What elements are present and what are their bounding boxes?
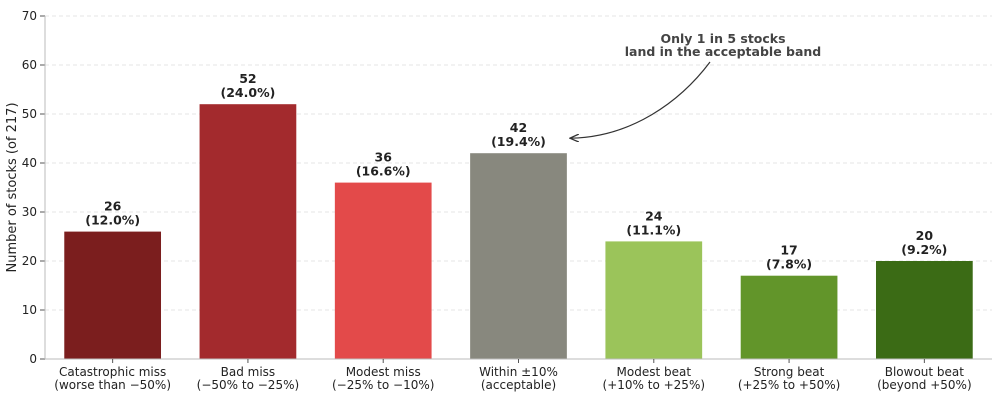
y-tick-label: 20 <box>22 254 37 268</box>
x-tick-label: (−25% to −10%) <box>332 378 435 392</box>
x-tick-label: (+10% to +25%) <box>603 378 706 392</box>
x-tick-label: (acceptable) <box>481 378 556 392</box>
bar-value-label: 20 <box>916 228 934 243</box>
y-tick-label: 0 <box>29 352 37 366</box>
bar-value-label: 42 <box>510 120 527 135</box>
data-labels: 26(12.0%) 52(24.0%) 36(16.6%) 42(19.4%) 24(1… <box>85 71 947 272</box>
y-tick-label: 50 <box>22 107 37 121</box>
bar-percent-label: (11.1%) <box>626 222 681 237</box>
y-tick-label: 60 <box>22 58 37 72</box>
bar-value-label: 26 <box>104 199 122 214</box>
bar <box>64 231 162 359</box>
annotation-text: Only 1 in 5 stocks <box>660 31 785 46</box>
bar-value-label: 17 <box>780 243 797 258</box>
bar-percent-label: (7.8%) <box>766 257 812 272</box>
bar-percent-label: (16.6%) <box>356 164 411 179</box>
bars <box>64 104 973 359</box>
bar <box>605 241 703 359</box>
annotation-arrow <box>571 61 711 138</box>
bar-value-label: 52 <box>239 71 256 86</box>
x-tick-label: Modest miss <box>346 365 421 379</box>
bar-percent-label: (19.4%) <box>491 134 546 149</box>
x-tick-label: Bad miss <box>221 365 276 379</box>
x-tick-label: Catastrophic miss <box>59 365 166 379</box>
x-tick-label: (+25% to +50%) <box>738 378 841 392</box>
bar <box>334 182 432 359</box>
y-tick-label: 40 <box>22 156 37 170</box>
bar-percent-label: (9.2%) <box>901 242 947 257</box>
axes: 0 10 20 30 40 50 60 70 Number of stocks (of 217)… <box>5 9 992 392</box>
y-tick-label: 70 <box>22 9 37 23</box>
y-tick-label: 30 <box>22 205 37 219</box>
bar-percent-label: (24.0%) <box>221 85 276 100</box>
bar <box>875 261 973 359</box>
y-tick-label: 10 <box>22 303 37 317</box>
x-tick-label: (−50% to −25%) <box>197 378 300 392</box>
bar-percent-label: (12.0%) <box>85 213 140 228</box>
x-tick-label: Strong beat <box>754 365 825 379</box>
x-tick-label: Within ±10% <box>479 365 558 379</box>
x-tick-label: (worse than −50%) <box>54 378 171 392</box>
bar <box>199 104 297 359</box>
bar-value-label: 24 <box>645 208 663 223</box>
bar <box>740 275 838 359</box>
y-axis-title: Number of stocks (of 217) <box>5 102 20 272</box>
bar <box>470 153 567 359</box>
x-tick-label: Blowout beat <box>885 365 965 379</box>
bar-value-label: 36 <box>375 150 393 165</box>
annotation-text: land in the acceptable band <box>625 44 822 59</box>
x-tick-label: Modest beat <box>617 365 692 379</box>
x-tick-label: (beyond +50%) <box>877 378 972 392</box>
